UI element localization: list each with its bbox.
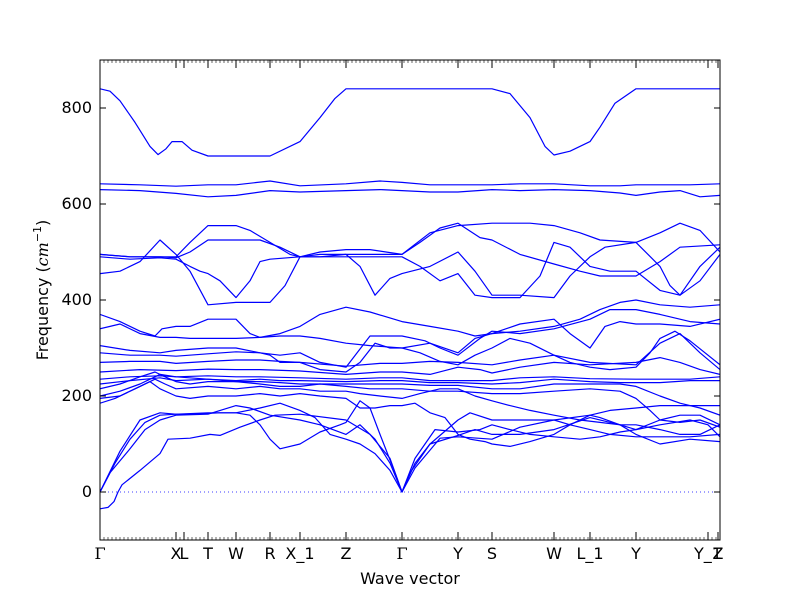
branch-line-12 (100, 357, 720, 375)
y-tick-label: 0 (82, 482, 92, 501)
branch-line-6 (100, 381, 720, 447)
x-tick-label-1: Γ (94, 544, 105, 563)
y-axis-ticks: 0 200 400 600 800 (61, 98, 720, 501)
branch-line-19 (100, 241, 720, 299)
y-tick-label: 600 (61, 194, 92, 213)
branch-line-7 (100, 378, 720, 435)
x-axis-title: Wave vector (360, 569, 460, 588)
branch-line-16 (100, 299, 720, 354)
x-tick-label-10: Y (452, 544, 463, 563)
y-axis-title-close: ) (33, 220, 52, 226)
branch-line-14 (100, 330, 720, 373)
branch-line-3 (100, 405, 720, 493)
x-tick-label-7: X_1 (285, 544, 314, 564)
branch-line-10 (100, 377, 720, 385)
branch-line-11 (100, 375, 720, 382)
branch-line-9 (100, 371, 720, 416)
y-tick-label: 400 (61, 290, 92, 309)
y-axis-title: Frequency (cm−1) (31, 220, 52, 361)
branch-line-23 (100, 180, 720, 187)
dispersion-branches (100, 88, 720, 510)
x-tick-label-5: W (228, 544, 244, 563)
branch-line-18 (100, 239, 720, 306)
branch-line-1 (100, 413, 403, 510)
branch-line-15 (100, 309, 720, 368)
y-tick-label: 800 (61, 98, 92, 117)
branch-line-24 (100, 88, 720, 157)
minor-ticks (99, 60, 721, 540)
x-tick-label-15: Y_1 (693, 544, 722, 564)
x-tick-label-14: Y (630, 544, 641, 563)
y-axis-title-main: Frequency ( (33, 266, 52, 360)
branch-line-22 (100, 189, 720, 198)
x-tick-label-9: Γ (396, 544, 407, 563)
branch-line-17 (100, 306, 720, 349)
x-tick-label-13: L_1 (576, 544, 603, 564)
x-tick-label-12: W (546, 544, 562, 563)
x-tick-label-3: L (180, 544, 189, 563)
x-tick-label-2: X (171, 544, 182, 563)
x-tick-label-4: T (202, 544, 213, 563)
y-axis-title-unit: cm (33, 242, 52, 266)
x-axis-ticks: Γ XL T W R X_1 Z Γ Y S W L_1 Y Y_1Z (94, 60, 724, 564)
branch-line-21 (100, 222, 720, 258)
branch-line-8 (100, 373, 720, 428)
x-tick-label-11: S (487, 544, 497, 563)
y-tick-label: 200 (61, 386, 92, 405)
x-tick-label-6: R (264, 544, 275, 563)
branch-line-13 (100, 333, 720, 371)
x-tick-label-16: Z (713, 544, 724, 563)
y-axis-title-exponent: −1 (31, 226, 44, 242)
x-tick-label-8: Z (341, 544, 352, 563)
